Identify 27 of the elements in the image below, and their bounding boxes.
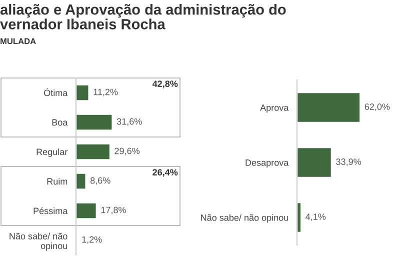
y-tick-label: Não sabe/ não opinou xyxy=(201,214,288,223)
data-label: 62,0% xyxy=(364,104,390,111)
data-label: 8,6% xyxy=(90,177,110,185)
text: aliação e Aprovação da administração do vernador Ibaneis Rocha xyxy=(0,4,286,30)
data-label: 33,9% xyxy=(336,158,362,166)
y-tick-label: Boa xyxy=(52,119,68,126)
y-tick-label: Aprova xyxy=(260,104,289,113)
text: 42,8% xyxy=(152,80,178,88)
bar xyxy=(76,113,114,132)
data-label: 29,6% xyxy=(114,148,140,156)
y-tick-label: Regular xyxy=(36,148,68,157)
bar xyxy=(76,84,90,102)
chart-subtitle: MULADA xyxy=(0,38,36,44)
data-label: 31,6% xyxy=(116,118,142,126)
y-tick-label: Ótima xyxy=(44,88,68,96)
bar xyxy=(76,172,87,190)
y-tick-label: Não sabe/ não opinou xyxy=(10,232,68,251)
text: 26,4% xyxy=(152,169,178,177)
bar xyxy=(76,202,98,220)
bar xyxy=(76,142,111,161)
y-tick-label: Ruim xyxy=(47,178,68,185)
data-label: 4,1% xyxy=(306,214,326,221)
data-label: 1,2% xyxy=(82,236,102,244)
data-label: 11,2% xyxy=(94,88,118,96)
y-tick-label: Péssima xyxy=(34,207,68,214)
data-label: 17,8% xyxy=(101,206,126,214)
y-tick-label: Desaprova xyxy=(246,160,289,168)
